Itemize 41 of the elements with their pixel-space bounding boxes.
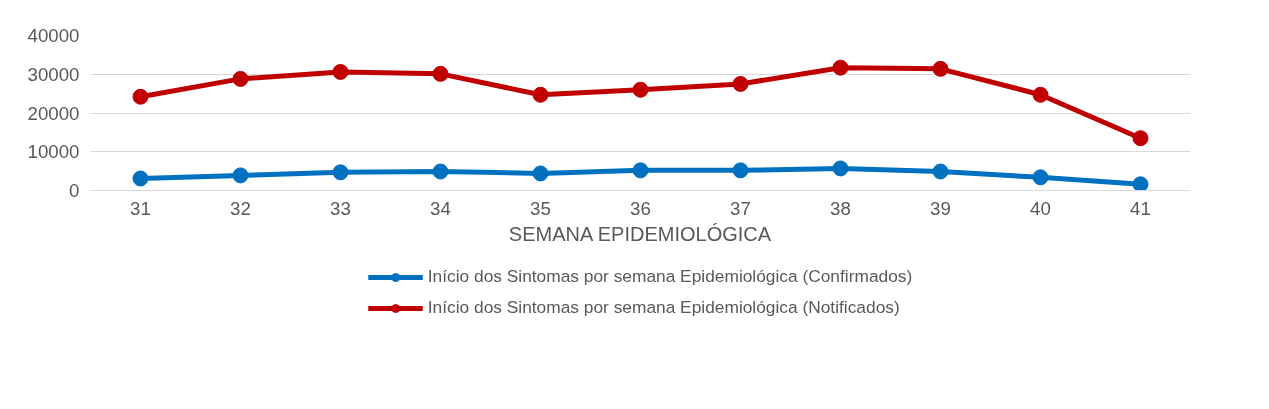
point <box>1132 130 1149 147</box>
point <box>1132 176 1149 191</box>
point <box>832 160 849 177</box>
x-tick-label: 41 <box>1130 197 1151 219</box>
point <box>632 81 649 98</box>
x-tick-label: 31 <box>130 197 151 219</box>
x-tick-label: 37 <box>730 197 751 219</box>
x-tick-label: 38 <box>830 197 851 219</box>
x-tick-label: 35 <box>530 197 551 219</box>
x-tick-label: 34 <box>430 197 451 219</box>
point <box>332 164 349 181</box>
point <box>1032 86 1049 103</box>
point <box>132 170 149 187</box>
point <box>932 60 949 77</box>
legend-label: Início dos Sintomas por semana Epidemiológica (Notificados) <box>427 297 900 318</box>
point <box>732 75 749 92</box>
x-tick-label: 36 <box>630 197 651 219</box>
point <box>232 70 249 87</box>
x-axis-title: SEMANA EPIDEMIOLÓGICA <box>508 222 772 245</box>
point <box>832 59 849 76</box>
x-tick-label: 39 <box>930 197 951 219</box>
point <box>932 163 949 180</box>
point <box>132 88 149 105</box>
legend-label: Início dos Sintomas por semana Epidemiológica (Confirmados) <box>427 266 913 287</box>
point <box>432 163 449 180</box>
y-tick-label: 0 <box>69 180 80 201</box>
point <box>532 86 549 103</box>
x-tick-label: 40 <box>1030 197 1051 219</box>
point <box>232 167 249 184</box>
point <box>532 165 549 182</box>
point <box>732 162 749 179</box>
y-tick-label: 40000 <box>27 25 80 46</box>
point <box>332 63 349 80</box>
x-tick-label: 33 <box>330 197 351 219</box>
y-tick-label: 10000 <box>27 141 80 163</box>
point <box>432 65 449 82</box>
point <box>1032 169 1049 186</box>
y-tick-label: 20000 <box>27 102 80 124</box>
x-tick-label: 32 <box>230 197 251 219</box>
y-tick-label: 30000 <box>27 63 80 85</box>
point <box>632 162 649 179</box>
